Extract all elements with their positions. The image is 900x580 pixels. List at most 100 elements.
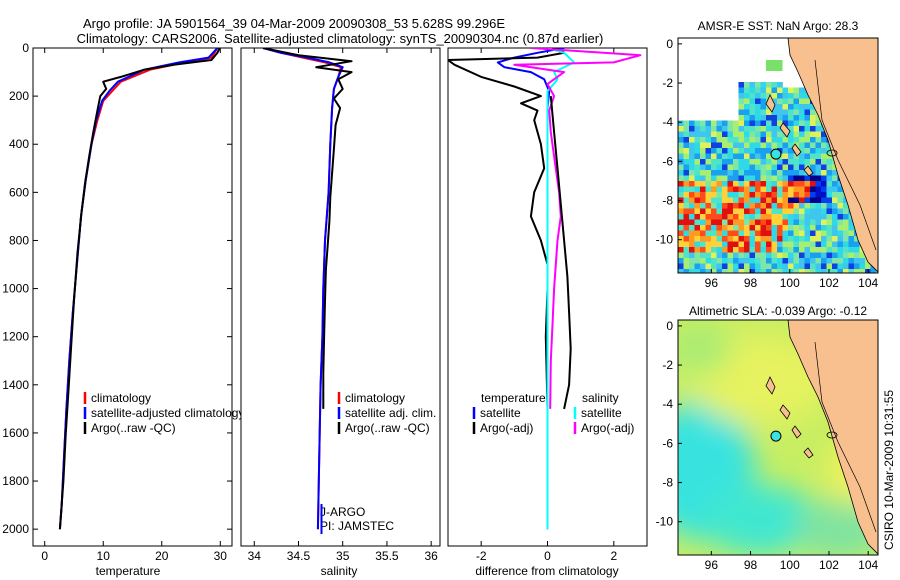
sst-cell bbox=[821, 170, 827, 176]
sst-cell bbox=[727, 258, 734, 264]
sst-cell bbox=[777, 131, 783, 138]
sst-cell bbox=[738, 192, 745, 198]
sst-cell bbox=[793, 225, 800, 231]
sst-cell bbox=[815, 203, 822, 209]
sst-cell bbox=[810, 104, 816, 110]
sst-cell bbox=[705, 263, 712, 270]
sst-cell bbox=[694, 186, 701, 193]
sst-cell bbox=[843, 252, 849, 259]
sst-cell bbox=[766, 170, 772, 176]
sst-cell bbox=[788, 263, 794, 270]
sla_map-lat-label: 0 bbox=[666, 319, 673, 333]
sst-cell bbox=[716, 219, 723, 226]
sst-cell bbox=[744, 252, 750, 259]
sst-cell bbox=[755, 225, 761, 231]
sst-cell bbox=[760, 142, 767, 149]
sst-cell bbox=[683, 225, 690, 231]
sst-cell bbox=[859, 263, 866, 270]
sst-cell bbox=[683, 258, 690, 264]
sst-cell bbox=[744, 159, 750, 165]
sst_map-lat-label: -8 bbox=[662, 194, 673, 208]
sst-cell bbox=[700, 120, 706, 127]
sst-cell bbox=[815, 159, 822, 165]
sst-cell bbox=[793, 115, 800, 121]
sst-cell bbox=[837, 263, 844, 270]
sst-cell bbox=[799, 252, 805, 259]
sst-cell bbox=[793, 192, 800, 198]
sst_map-lon-label: 96 bbox=[705, 276, 719, 290]
sst-cell bbox=[700, 263, 706, 270]
sst-cell bbox=[716, 247, 723, 253]
depth-tick-label: 600 bbox=[9, 185, 29, 199]
sst-cell bbox=[788, 197, 794, 204]
sst-cell bbox=[722, 142, 728, 149]
sst-cell bbox=[678, 241, 684, 248]
sst-cell bbox=[694, 203, 701, 209]
sst-cell bbox=[744, 126, 750, 132]
sst-cell bbox=[683, 219, 690, 226]
sst-cell bbox=[821, 192, 827, 198]
sst-cell bbox=[804, 263, 811, 270]
sst-cell bbox=[705, 142, 712, 149]
sst-cell bbox=[815, 197, 822, 204]
sst-cell bbox=[733, 164, 739, 171]
sst-cell bbox=[832, 170, 838, 176]
sst-cell bbox=[788, 164, 794, 171]
sst-cell bbox=[815, 153, 822, 160]
sst-cell bbox=[771, 192, 778, 198]
sst-cell bbox=[771, 131, 778, 138]
depth-tick-label: 1600 bbox=[2, 426, 29, 440]
sst-cell bbox=[771, 186, 778, 193]
sst-cell bbox=[711, 192, 717, 198]
sst-cell bbox=[755, 148, 761, 154]
sst-cell bbox=[810, 186, 816, 193]
sst-cell bbox=[716, 208, 723, 215]
sst-cell bbox=[678, 192, 684, 198]
sst-cell bbox=[705, 126, 712, 132]
temperature-xlabel: temperature bbox=[96, 564, 161, 578]
sst-cell bbox=[832, 269, 838, 273]
sst-cell bbox=[771, 208, 778, 215]
sst-cell bbox=[744, 241, 750, 248]
sst-cell bbox=[804, 258, 811, 264]
sst-cell bbox=[837, 241, 844, 248]
sst-cell bbox=[722, 153, 728, 160]
difference-legend-entry: Argo(-adj) bbox=[480, 421, 533, 435]
sst-cell bbox=[799, 219, 805, 226]
sla_map-lon-label: 104 bbox=[858, 558, 878, 572]
sst-cell bbox=[711, 241, 717, 248]
sst-cell bbox=[821, 236, 827, 242]
sst-cell bbox=[744, 208, 750, 215]
sst-map-frame bbox=[677, 37, 879, 274]
sst_map-lat-label: -4 bbox=[662, 115, 673, 129]
sst-cell bbox=[815, 192, 822, 198]
sst-cell bbox=[694, 120, 701, 127]
sst-cell bbox=[683, 247, 690, 253]
sst-cell bbox=[810, 153, 816, 160]
sst-cell bbox=[733, 241, 739, 248]
sst-cell bbox=[705, 181, 712, 187]
sla-islands bbox=[765, 376, 814, 459]
sst-cell bbox=[804, 186, 811, 193]
temperature-xtick-label: 20 bbox=[155, 549, 169, 563]
sst-cell bbox=[722, 230, 728, 237]
sst-cell bbox=[793, 126, 800, 132]
sst-cell bbox=[760, 269, 767, 273]
sst-cell bbox=[810, 247, 816, 253]
sst-cell bbox=[722, 263, 728, 270]
sst-cell bbox=[771, 241, 778, 248]
sst_map-lon-label: 100 bbox=[780, 276, 800, 290]
sst-map-title: AMSR-E SST: NaN Argo: 28.3 bbox=[698, 19, 859, 33]
sst-cell bbox=[799, 126, 805, 132]
sst-cell bbox=[727, 142, 734, 149]
sst-cell bbox=[689, 269, 695, 273]
sst-cell bbox=[777, 236, 783, 242]
sst-cell bbox=[782, 203, 789, 209]
sst-cell bbox=[760, 181, 767, 187]
sst-cell bbox=[793, 241, 800, 248]
sst-cell bbox=[689, 126, 695, 132]
sst-cell bbox=[799, 93, 805, 99]
depth-tick-label: 2000 bbox=[2, 522, 29, 536]
sst-cell bbox=[705, 170, 712, 176]
sst-cell bbox=[733, 258, 739, 264]
